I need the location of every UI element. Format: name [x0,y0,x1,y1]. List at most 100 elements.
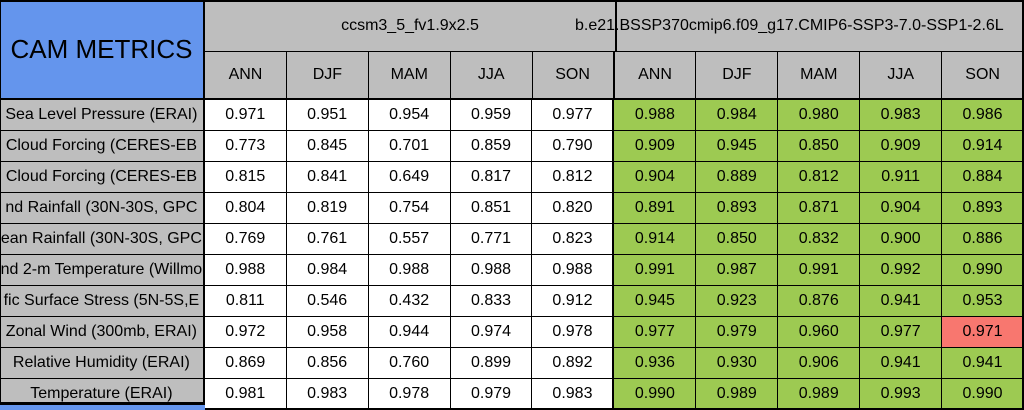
table-corner-title: CAM METRICS [0,0,205,100]
group-header-model1: ccsm3_5_fv1.9x2.5 [205,0,615,52]
row-label: Cloud Forcing (CERES-EB [0,131,205,162]
table-row: fic Surface Stress (5N-5S,E 0.811 0.546 0.4… [0,286,1024,317]
metric-value-cell: 0.891 [614,193,697,224]
metric-value-cell: 0.923 [696,286,779,317]
row-label: Cloud Forcing (CERES-EB [0,162,205,193]
metric-value-cell: 0.886 [942,224,1024,255]
metric-value-cell: 0.977 [532,100,615,131]
metric-value-cell: 0.945 [614,286,697,317]
metric-value-cell: 0.986 [942,100,1024,131]
metric-value-cell: 0.978 [368,379,451,410]
metric-value-cell: 0.850 [696,224,779,255]
metric-value-cell: 0.909 [614,131,697,162]
season-header-djf-m1: DJF [286,52,369,100]
metric-value-cell: 0.984 [696,100,779,131]
metric-value-cell: 0.941 [860,286,943,317]
season-header-son-m1: SON [532,52,615,100]
row-label: Relative Humidity (ERAI) [0,348,205,379]
season-header-djf-m2: DJF [696,52,779,100]
metric-value-cell: 0.953 [942,286,1024,317]
metric-value-cell: 0.984 [286,255,369,286]
metric-value-cell: 0.823 [532,224,615,255]
metric-value-cell: 0.983 [532,379,615,410]
metric-value-cell: 0.850 [778,131,861,162]
season-header-jja-m1: JJA [450,52,533,100]
metric-value-cell: 0.760 [368,348,451,379]
season-header-row: ANN DJF MAM JJA SON ANN DJF MAM JJA SON [205,52,1024,100]
metric-value-cell: 0.954 [368,100,451,131]
metric-value-cell: 0.972 [204,317,287,348]
metric-value-cell: 0.904 [614,162,697,193]
metric-value-cell: 0.960 [778,317,861,348]
metric-value-cell: 0.754 [368,193,451,224]
metric-value-cell: 0.914 [614,224,697,255]
metric-value-cell: 0.990 [942,255,1024,286]
metric-value-cell: 0.978 [532,317,615,348]
metric-value-cell: 0.820 [532,193,615,224]
table-row: ean Rainfall (30N-30S, GPC 0.769 0.761 0.55… [0,224,1024,255]
metric-value-cell: 0.941 [860,348,943,379]
metric-value-cell: 0.977 [614,317,697,348]
metric-value-cell: 0.900 [860,224,943,255]
group-header-model2-text: b.e21.BSSP370cmip6.f09_g17.CMIP6-SSP3-7.… [575,16,1004,34]
metric-value-cell: 0.974 [450,317,533,348]
table-top-border [0,0,1024,2]
metric-value-cell: 0.983 [860,100,943,131]
metric-value-cell: 0.833 [450,286,533,317]
metric-value-cell: 0.832 [778,224,861,255]
metric-value-cell: 0.911 [860,162,943,193]
metric-value-cell: 0.771 [450,224,533,255]
metric-value-cell: 0.869 [204,348,287,379]
metric-value-cell: 0.951 [286,100,369,131]
metric-value-cell: 0.988 [450,255,533,286]
metric-value-cell: 0.989 [778,379,861,410]
metric-value-cell: 0.941 [942,348,1024,379]
metric-value-cell: 0.945 [696,131,779,162]
metric-value-cell: 0.909 [860,131,943,162]
metric-value-cell: 0.980 [778,100,861,131]
season-header-jja-m2: JJA [860,52,943,100]
row-label: fic Surface Stress (5N-5S,E [0,286,205,317]
metric-value-cell: 0.815 [204,162,287,193]
metric-value-cell: 0.988 [368,255,451,286]
metric-value-cell: 0.546 [286,286,369,317]
metric-value-cell: 0.979 [450,379,533,410]
metric-value-cell: 0.912 [532,286,615,317]
metric-value-cell: 0.769 [204,224,287,255]
metric-value-cell: 0.990 [614,379,697,410]
table-row: nd Rainfall (30N-30S, GPC 0.804 0.819 0.754… [0,193,1024,224]
table-left-border [0,0,1,410]
table-row: Relative Humidity (ERAI) 0.869 0.856 0.760 0… [0,348,1024,379]
metric-value-cell: 0.790 [532,131,615,162]
metric-value-cell: 0.993 [860,379,943,410]
next-section-header-partial [0,402,205,410]
metric-value-cell: 0.851 [450,193,533,224]
metric-value-cell: 0.989 [696,379,779,410]
group-header-model2: b.e21.BSSP370cmip6.f09_g17.CMIP6-SSP3-7.… [575,0,1024,52]
row-label: nd 2-m Temperature (Willmo [0,255,205,286]
metric-value-cell: 0.859 [450,131,533,162]
metric-value-cell: 0.914 [942,131,1024,162]
row-label: ean Rainfall (30N-30S, GPC [0,224,205,255]
metric-value-cell: 0.930 [696,348,779,379]
metric-value-cell: 0.871 [778,193,861,224]
row-label: Sea Level Pressure (ERAI) [0,100,205,131]
table-row: Cloud Forcing (CERES-EB 0.815 0.841 0.649 0.… [0,162,1024,193]
metric-value-cell: 0.841 [286,162,369,193]
metric-value-cell: 0.991 [614,255,697,286]
table-body: Sea Level Pressure (ERAI) 0.971 0.951 0.954… [0,100,1024,410]
metric-value-cell: 0.977 [860,317,943,348]
metric-value-cell: 0.432 [368,286,451,317]
season-header-mam-m2: MAM [778,52,861,100]
row-label: nd Rainfall (30N-30S, GPC [0,193,205,224]
metric-value-cell: 0.990 [942,379,1024,410]
season-header-mam-m1: MAM [368,52,451,100]
metric-value-cell: 0.649 [368,162,451,193]
metric-value-cell: 0.557 [368,224,451,255]
table-row: Zonal Wind (300mb, ERAI) 0.972 0.958 0.944 0… [0,317,1024,348]
metric-value-cell: 0.804 [204,193,287,224]
metric-value-cell: 0.991 [778,255,861,286]
metric-value-cell: 0.773 [204,131,287,162]
metric-value-cell: 0.936 [614,348,697,379]
